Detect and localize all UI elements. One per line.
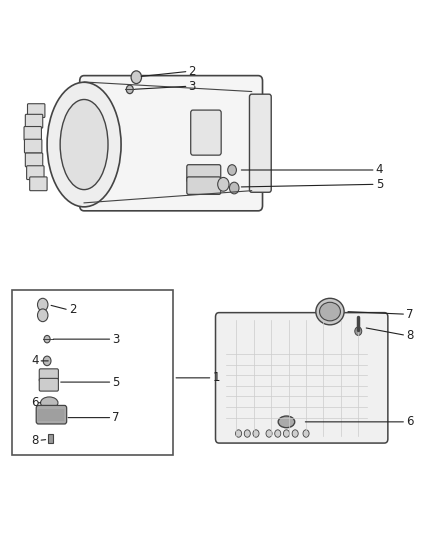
- Text: 7: 7: [406, 308, 413, 321]
- Circle shape: [236, 430, 242, 437]
- Text: 8: 8: [406, 329, 413, 342]
- Bar: [12, 290, 173, 455]
- Circle shape: [355, 327, 362, 335]
- Circle shape: [131, 71, 141, 84]
- FancyBboxPatch shape: [25, 153, 43, 167]
- Ellipse shape: [60, 100, 108, 190]
- Text: 4: 4: [31, 354, 39, 367]
- Text: 3: 3: [188, 80, 196, 93]
- Ellipse shape: [278, 416, 295, 427]
- Text: 1: 1: [212, 372, 220, 384]
- Ellipse shape: [320, 302, 340, 321]
- Circle shape: [244, 430, 251, 437]
- Text: 3: 3: [113, 333, 120, 345]
- Circle shape: [230, 182, 239, 194]
- Text: 8: 8: [31, 434, 39, 447]
- Circle shape: [303, 430, 309, 437]
- FancyBboxPatch shape: [27, 166, 44, 180]
- Text: 6: 6: [406, 415, 413, 429]
- Circle shape: [275, 430, 281, 437]
- Circle shape: [38, 309, 48, 321]
- Circle shape: [43, 356, 51, 366]
- FancyBboxPatch shape: [36, 406, 67, 424]
- FancyBboxPatch shape: [24, 126, 42, 140]
- Ellipse shape: [41, 397, 58, 409]
- FancyBboxPatch shape: [25, 114, 43, 128]
- Circle shape: [266, 430, 272, 437]
- FancyBboxPatch shape: [80, 76, 262, 211]
- Circle shape: [292, 430, 298, 437]
- Circle shape: [44, 335, 50, 343]
- Circle shape: [218, 177, 229, 191]
- Bar: [48, 433, 53, 443]
- Ellipse shape: [47, 82, 121, 207]
- FancyBboxPatch shape: [187, 165, 221, 182]
- Circle shape: [38, 298, 48, 311]
- Text: 5: 5: [113, 376, 120, 389]
- FancyBboxPatch shape: [187, 177, 221, 195]
- Text: 6: 6: [31, 396, 39, 409]
- FancyBboxPatch shape: [39, 369, 58, 382]
- Text: 2: 2: [188, 65, 196, 78]
- Text: 2: 2: [69, 303, 76, 317]
- Text: 5: 5: [376, 178, 383, 191]
- Circle shape: [228, 165, 237, 175]
- FancyBboxPatch shape: [25, 139, 42, 153]
- Text: 4: 4: [376, 164, 383, 176]
- Ellipse shape: [316, 298, 344, 325]
- FancyBboxPatch shape: [39, 378, 58, 391]
- Circle shape: [253, 430, 259, 437]
- FancyBboxPatch shape: [215, 313, 388, 443]
- FancyBboxPatch shape: [30, 177, 47, 191]
- Circle shape: [283, 430, 290, 437]
- Text: 7: 7: [113, 411, 120, 424]
- FancyBboxPatch shape: [28, 104, 45, 117]
- FancyBboxPatch shape: [250, 94, 271, 192]
- Circle shape: [126, 85, 133, 94]
- FancyBboxPatch shape: [191, 110, 221, 155]
